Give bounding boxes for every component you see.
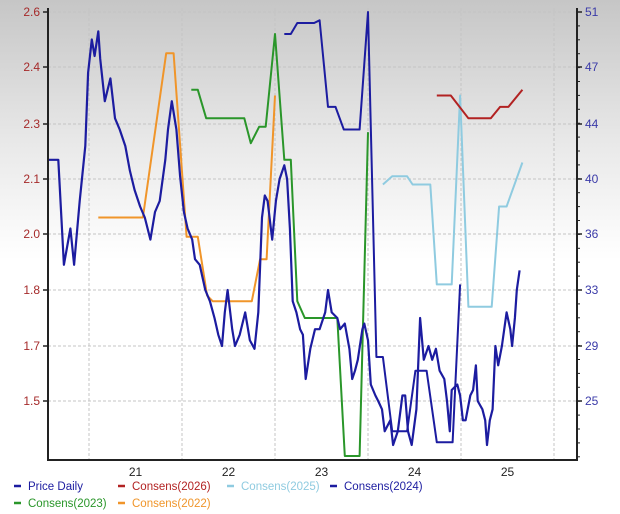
ticks: 2.6 51 2.4 47 2.3 44 2.1 40 2.0 36 1.8 33 1.7 29 1.5 25… [23,5,598,479]
right-tick-label: 47 [585,60,599,74]
grid [48,8,577,460]
right-tick-label: 40 [585,172,599,186]
series-line-consens-2024 [284,11,462,444]
series-line-consens-2023 [191,33,369,457]
left-tick-label: 1.8 [23,283,40,297]
left-tick-label: 2.3 [23,117,40,131]
series-line-price-daily [49,30,521,447]
x-tick-label: 24 [408,465,422,479]
x-tick-label: 21 [129,465,143,479]
series-group [49,11,524,457]
right-tick-label: 51 [585,5,599,19]
right-tick-label: 36 [585,227,599,241]
series-line-consens-2022 [98,52,276,303]
legend: Price Daily Consens(2026) Consens(2025) Con… [14,481,423,510]
legend-label: Consens(2022) [132,498,211,510]
left-tick-label: 2.0 [23,227,40,241]
right-tick-label: 29 [585,339,599,353]
left-tick-label: 1.7 [23,339,40,353]
series-line-consens-2025 [382,94,524,308]
legend-label: Consens(2025) [241,481,320,493]
right-tick-label: 33 [585,283,599,297]
legend-item-consens-2023[interactable]: Consens(2023) [14,498,107,510]
legend-item-consens-2022[interactable]: Consens(2022) [118,498,211,510]
legend-label: Consens(2024) [344,481,423,493]
legend-item-consens-2024[interactable]: Consens(2024) [330,481,423,493]
right-tick-label: 25 [585,394,599,408]
left-tick-label: 2.6 [23,5,40,19]
series-line-consens-2026 [436,89,524,120]
left-tick-label: 2.4 [23,60,40,74]
x-tick-label: 22 [222,465,236,479]
legend-item-consens-2026[interactable]: Consens(2026) [118,481,211,493]
x-tick-label: 23 [315,465,329,479]
legend-label: Consens(2026) [132,481,211,493]
left-tick-label: 1.5 [23,394,40,408]
legend-label: Consens(2023) [28,498,107,510]
left-tick-label: 2.1 [23,172,40,186]
legend-label: Price Daily [28,481,83,493]
legend-item-price-daily[interactable]: Price Daily [14,481,83,493]
right-tick-label: 44 [585,117,599,131]
legend-item-consens-2025[interactable]: Consens(2025) [227,481,320,493]
x-tick-label: 25 [501,465,515,479]
